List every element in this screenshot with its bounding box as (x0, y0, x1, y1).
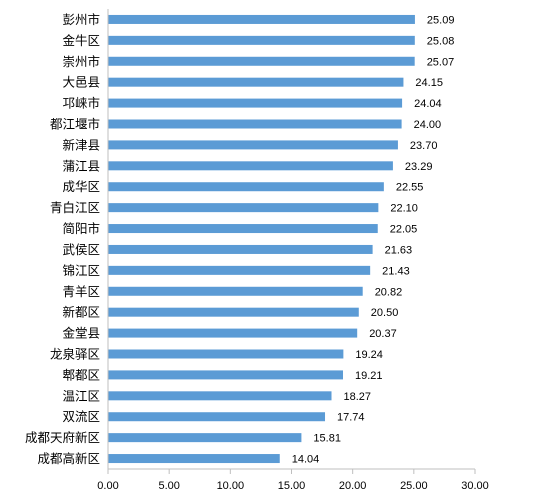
bar (108, 265, 371, 275)
value-labels: 25.09 25.08 25.07 24.15 24.04 24.00 23.70 23.29… (292, 14, 455, 465)
bar (108, 370, 344, 380)
value-label: 25.09 (427, 14, 455, 26)
bar (108, 328, 358, 338)
category-label: 锦江区 (62, 263, 100, 278)
x-tick-label: 5.00 (158, 480, 179, 492)
value-label: 24.04 (414, 98, 442, 110)
category-label: 简阳市 (62, 221, 100, 236)
category-label: 双流区 (62, 409, 100, 424)
category-label: 都江堰市 (50, 117, 100, 132)
x-tick-label: 15.00 (278, 480, 306, 492)
category-labels: 彭州市金牛区崇州市大邑县邛崃市都江堰市新津县蒲江县成华区青白江区简阳市武侯区锦江… (25, 12, 100, 466)
bar (108, 307, 359, 317)
value-label: 24.00 (414, 119, 442, 131)
bar (108, 433, 302, 443)
value-label: 22.10 (390, 203, 418, 215)
category-label: 成都高新区 (37, 451, 100, 466)
category-label: 青羊区 (62, 284, 100, 299)
value-label: 17.74 (337, 412, 365, 424)
value-label: 20.82 (375, 286, 403, 298)
value-label: 19.21 (355, 370, 383, 382)
value-label: 20.37 (369, 328, 397, 340)
value-label: 15.81 (313, 433, 341, 445)
bar (108, 182, 384, 192)
x-axis: 0.00 5.00 10.00 15.00 20.00 25.00 30.00 (97, 468, 489, 492)
category-label: 成都天府新区 (25, 430, 100, 445)
value-label: 21.63 (385, 244, 413, 256)
category-label: 新津县 (62, 137, 100, 152)
category-label: 彭州市 (62, 12, 100, 27)
x-tick-label: 10.00 (217, 480, 245, 492)
category-label: 金牛区 (62, 33, 100, 48)
bar (108, 77, 404, 87)
category-label: 郫都区 (62, 367, 100, 382)
category-label: 龙泉驿区 (50, 347, 100, 362)
bar (108, 35, 415, 45)
value-label: 22.55 (396, 182, 424, 194)
category-label: 蒲江县 (62, 158, 100, 173)
category-label: 成华区 (62, 179, 100, 194)
value-label: 25.08 (427, 35, 455, 47)
value-label: 18.27 (344, 391, 372, 403)
x-tick-label: 0.00 (97, 480, 118, 492)
value-label: 23.70 (410, 140, 438, 152)
category-label: 金堂县 (62, 326, 100, 341)
bar (108, 203, 379, 213)
category-label: 邛崃市 (62, 96, 100, 111)
bar (108, 244, 373, 254)
bar (108, 412, 326, 422)
x-tick-label: 30.00 (461, 480, 489, 492)
bar (108, 224, 378, 234)
value-label: 21.43 (382, 265, 410, 277)
bar (108, 98, 403, 108)
value-label: 24.15 (415, 77, 443, 89)
value-label: 19.24 (355, 349, 383, 361)
category-label: 崇州市 (62, 54, 100, 69)
bar (108, 119, 402, 129)
bar (108, 14, 415, 24)
category-label: 大邑县 (62, 75, 100, 90)
category-label: 温江区 (62, 388, 100, 403)
bars-group (108, 14, 415, 464)
bar (108, 349, 344, 359)
value-label: 22.05 (390, 224, 418, 236)
bar (108, 454, 280, 464)
category-label: 新都区 (62, 305, 100, 320)
x-tick-label: 20.00 (339, 480, 367, 492)
bar (108, 391, 332, 401)
value-label: 14.04 (292, 454, 320, 466)
x-tick-label: 25.00 (400, 480, 428, 492)
value-label: 23.29 (405, 161, 433, 173)
category-label: 青白江区 (50, 200, 100, 215)
bar (108, 161, 393, 171)
bar (108, 56, 415, 66)
bar (108, 140, 398, 150)
value-label: 25.07 (427, 56, 455, 68)
category-label: 武侯区 (62, 242, 100, 257)
value-label: 20.50 (371, 307, 399, 319)
bar (108, 286, 363, 296)
